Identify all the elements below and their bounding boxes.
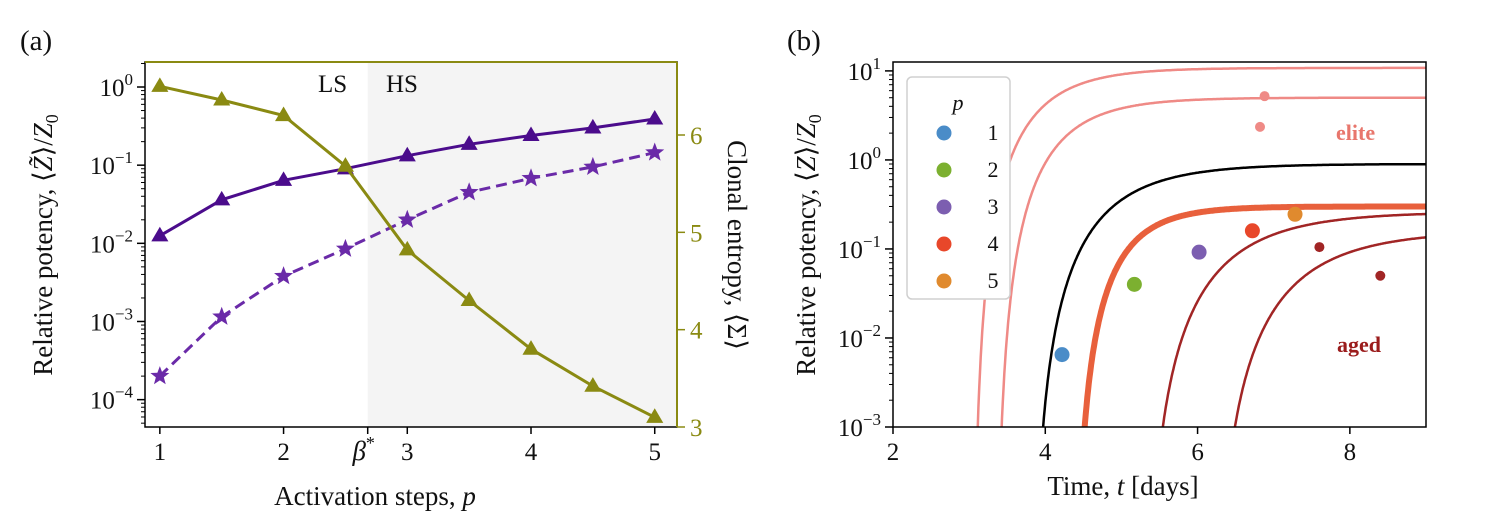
annotation-elite: elite: [1336, 120, 1375, 145]
legend: p 1 2 3 4 5: [906, 76, 1011, 300]
right-tick-label: 3: [690, 415, 703, 442]
series-2-marker: [584, 377, 602, 392]
series-0-marker: [584, 118, 602, 134]
x-tick-label: 4: [1039, 439, 1052, 466]
legend-label-1: 1: [988, 120, 999, 145]
x-tick-label: 2: [277, 439, 290, 466]
optimal-point: [1054, 347, 1070, 363]
y-tick-label: 10−2: [838, 321, 881, 353]
x-tick-label: 1: [154, 439, 167, 466]
plot-b-frame: [892, 61, 1427, 428]
x-axis-label-b: Time, t [days]: [1047, 471, 1198, 501]
curve-1: [1000, 96, 1426, 427]
x-tick-label: 8: [1344, 439, 1357, 466]
y-axis-label-a: Relative potency, ⟨Z̃⟩/Z0: [28, 114, 62, 376]
optimal-point: [1126, 276, 1142, 292]
series-2-marker: [151, 77, 169, 92]
series-1-marker: [583, 156, 603, 175]
y-tick-label: 100: [848, 143, 882, 175]
x-tick-label: 6: [1191, 439, 1204, 466]
legend-marker-5: [936, 273, 952, 289]
legend-label-5: 5: [988, 268, 999, 293]
panel-a-label: (a): [20, 25, 52, 57]
curve-2: [1041, 162, 1426, 427]
series-2-marker: [522, 340, 540, 355]
legend-marker-3: [936, 199, 952, 215]
curve-4: [1161, 212, 1426, 427]
panel-a: (a) LS HS 1 2 3 4 5 β* 10−4 10−3 10−2 10−1 100 3 4…: [20, 25, 752, 511]
series-1-marker: [397, 209, 417, 228]
hs-region: [367, 62, 677, 427]
curve-5-dot: [1375, 270, 1386, 281]
series-1-marker: [521, 168, 541, 187]
series-1-marker: [150, 366, 170, 385]
legend-label-3: 3: [988, 194, 999, 219]
series-0-marker: [522, 126, 540, 142]
optimal-point: [1287, 206, 1303, 222]
x-tick-label: 4: [525, 439, 538, 466]
series-1-marker: [335, 238, 355, 257]
y-tick-label: 10−2: [90, 226, 133, 258]
y-tick-label: 10−3: [90, 304, 133, 336]
optimal-point: [1191, 244, 1207, 260]
curve-5: [1233, 236, 1426, 427]
series-0-marker: [460, 135, 478, 150]
series-1-marker: [645, 142, 665, 161]
y-tick-label: 101: [848, 54, 882, 86]
x-axis-label-a: Activation steps, p: [274, 481, 476, 511]
series-2-marker: [213, 90, 231, 106]
x-tick-label: 5: [648, 439, 661, 466]
right-tick-label: 4: [690, 318, 703, 345]
legend-label-4: 4: [988, 231, 999, 256]
x-tick-label: 2: [887, 439, 900, 466]
y-tick-label: 10−1: [90, 148, 133, 180]
curve-1-dot: [1255, 121, 1266, 132]
y-tick-label: 10−3: [838, 410, 881, 442]
series-0-marker: [151, 226, 169, 242]
y-tick-label: 10−1: [838, 232, 881, 264]
curve-4-dot: [1314, 242, 1325, 253]
y-tick-label: 10−4: [90, 383, 134, 415]
curve-0: [976, 66, 1426, 427]
legend-label-2: 2: [988, 157, 999, 182]
legend-marker-2: [936, 162, 952, 178]
y-axis-label-right: Clonal entropy, ⟨Σ⟩: [722, 140, 752, 350]
series-0-marker: [646, 109, 664, 125]
series-0-marker: [275, 171, 293, 186]
series-1-marker: [459, 182, 479, 201]
series-1-marker: [274, 266, 294, 285]
series-0-marker: [213, 190, 231, 206]
y-tick-label: 100: [100, 70, 134, 102]
right-tick-label: 6: [690, 123, 703, 150]
series-2-marker: [460, 291, 478, 307]
region-hs-label: HS: [386, 71, 418, 98]
series-0-marker: [398, 146, 416, 162]
legend-title: p: [951, 90, 964, 115]
optimal-point: [1244, 223, 1260, 239]
region-ls-label: LS: [318, 71, 347, 98]
right-tick-label: 5: [690, 220, 703, 247]
panel-b: (b) 2 4 6 8 10−3 10−2 10−1 100 101 Time, t [day…: [787, 25, 1427, 501]
series-2-marker: [275, 106, 293, 122]
y-axis-label-b: Relative potency, ⟨Z⟩/Z0: [791, 114, 825, 376]
curve-0-dot: [1259, 91, 1270, 102]
annotation-aged: aged: [1337, 332, 1381, 357]
legend-marker-1: [936, 125, 952, 141]
series-1-marker: [212, 306, 232, 325]
panel-b-label: (b): [787, 25, 821, 57]
x-tick-label: 3: [401, 439, 414, 466]
legend-marker-4: [936, 236, 952, 252]
curve-3: [1081, 203, 1426, 427]
legend-box: [906, 76, 1011, 300]
series-2-marker: [646, 408, 664, 423]
series-2-marker: [398, 240, 416, 256]
beta-star-label: β*: [351, 433, 374, 466]
series-2-marker: [336, 157, 354, 172]
